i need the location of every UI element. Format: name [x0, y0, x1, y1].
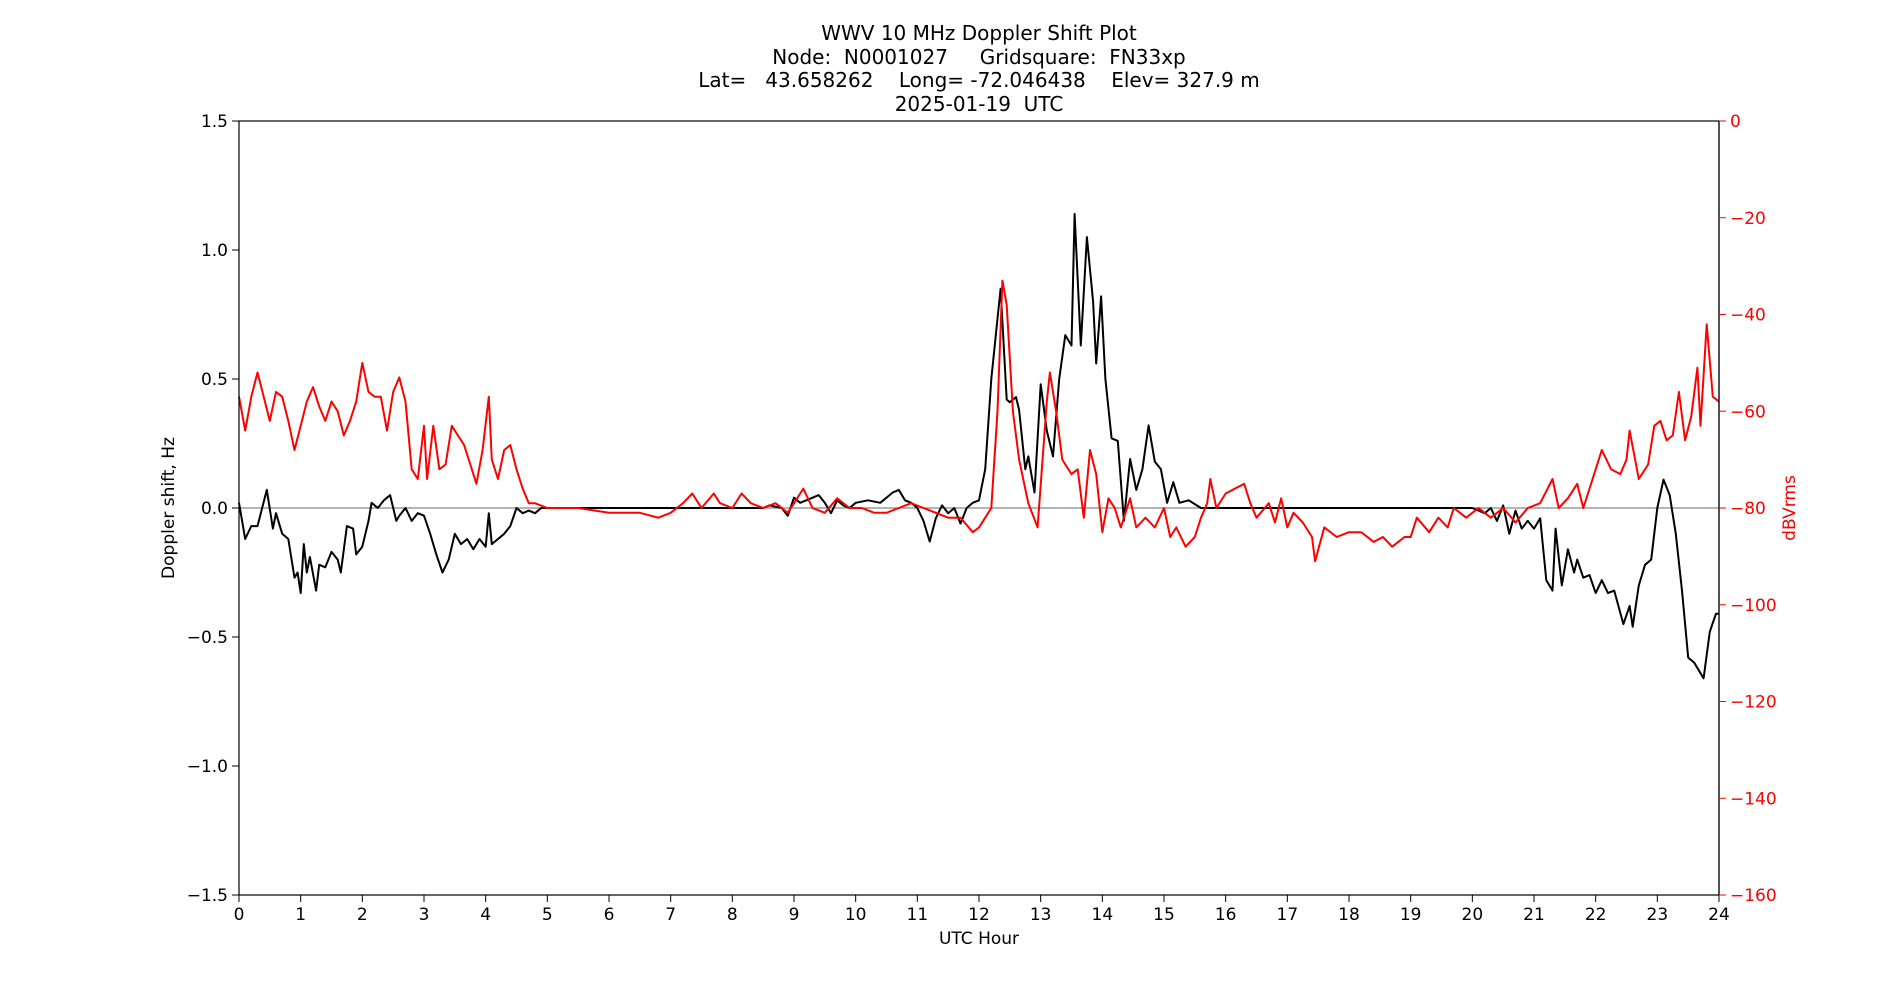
- x-tick-label: 16: [1215, 905, 1237, 925]
- plot-area: [238, 212, 1720, 680]
- x-tick-label: 13: [1030, 905, 1052, 925]
- x-tick-label: 7: [665, 905, 676, 925]
- y-tick-label: 1.0: [201, 241, 228, 261]
- x-tick-label: 4: [480, 905, 491, 925]
- x-tick-label: 24: [1708, 905, 1730, 925]
- x-tick-label: 18: [1338, 905, 1360, 925]
- y2-tick-label: −100: [1730, 596, 1777, 616]
- y-tick-label: 1.5: [201, 112, 228, 132]
- x-tick-label: 10: [845, 905, 867, 925]
- x-tick-label: 3: [419, 905, 430, 925]
- title-line-3: Lat= 43.658262 Long= -72.046438 Elev= 32…: [698, 68, 1260, 92]
- x-tick-label: 6: [604, 905, 615, 925]
- y2-tick-label: −20: [1730, 209, 1766, 229]
- doppler-series-line: [238, 212, 1719, 680]
- x-tick-label: 1: [295, 905, 306, 925]
- y2-axis-label: dBVrms: [1780, 475, 1800, 541]
- y-axis-label: Doppler shift, Hz: [159, 437, 179, 579]
- axes: 0 1 2 3 4 5 6 7 8 9 10 11 12 13 14 15 16 17 18 19 20 21 22 23 24…: [187, 112, 1777, 925]
- x-tick-label: 19: [1400, 905, 1422, 925]
- power-series-line: [238, 279, 1720, 563]
- x-tick-label: 22: [1585, 905, 1607, 925]
- y2-tick-label: 0: [1730, 112, 1741, 132]
- x-tick-label: 11: [907, 905, 929, 925]
- y-tick-label: −0.5: [187, 628, 228, 648]
- x-tick-label: 23: [1647, 905, 1669, 925]
- x-tick-label: 12: [968, 905, 990, 925]
- x-tick-label: 14: [1092, 905, 1114, 925]
- x-tick-label: 0: [234, 905, 245, 925]
- x-tick-label: 8: [727, 905, 738, 925]
- y-tick-label: −1.0: [187, 757, 228, 777]
- y-tick-label: −1.5: [187, 886, 228, 906]
- y-tick-label: 0.0: [201, 499, 228, 519]
- x-tick-label: 2: [357, 905, 368, 925]
- x-tick-label: 9: [789, 905, 800, 925]
- x-tick-label: 20: [1462, 905, 1484, 925]
- x-axis-label: UTC Hour: [939, 929, 1019, 949]
- x-tick-label: 5: [542, 905, 553, 925]
- x-tick-label: 21: [1523, 905, 1545, 925]
- y2-tick-label: −160: [1730, 886, 1777, 906]
- y-tick-label: 0.5: [201, 370, 228, 390]
- title-line-4: 2025-01-19 UTC: [894, 91, 1064, 116]
- title-line-2: Node: N0001027 Gridsquare: FN33xp: [772, 44, 1186, 69]
- y2-tick-label: −120: [1730, 693, 1777, 713]
- x-tick-label: 17: [1277, 905, 1299, 925]
- y2-tick-label: −140: [1730, 789, 1777, 809]
- chart-title: WWV 10 MHz Doppler Shift Plot Node: N000…: [239, 21, 1719, 116]
- title-line-1: WWV 10 MHz Doppler Shift Plot: [821, 21, 1137, 45]
- x-tick-label: 15: [1153, 905, 1175, 925]
- y2-tick-label: −80: [1730, 499, 1766, 519]
- y2-tick-label: −60: [1730, 402, 1766, 422]
- y2-tick-label: −40: [1730, 306, 1766, 326]
